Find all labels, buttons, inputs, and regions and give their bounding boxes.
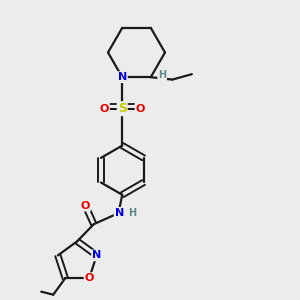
Text: O: O bbox=[136, 104, 145, 114]
Text: N: N bbox=[118, 72, 127, 82]
Text: H: H bbox=[128, 208, 136, 218]
Text: N: N bbox=[115, 208, 124, 218]
Text: S: S bbox=[118, 102, 127, 115]
Text: H: H bbox=[158, 70, 166, 80]
Text: O: O bbox=[81, 201, 90, 211]
Text: O: O bbox=[100, 104, 109, 114]
Text: N: N bbox=[92, 250, 101, 260]
Text: O: O bbox=[85, 273, 94, 283]
